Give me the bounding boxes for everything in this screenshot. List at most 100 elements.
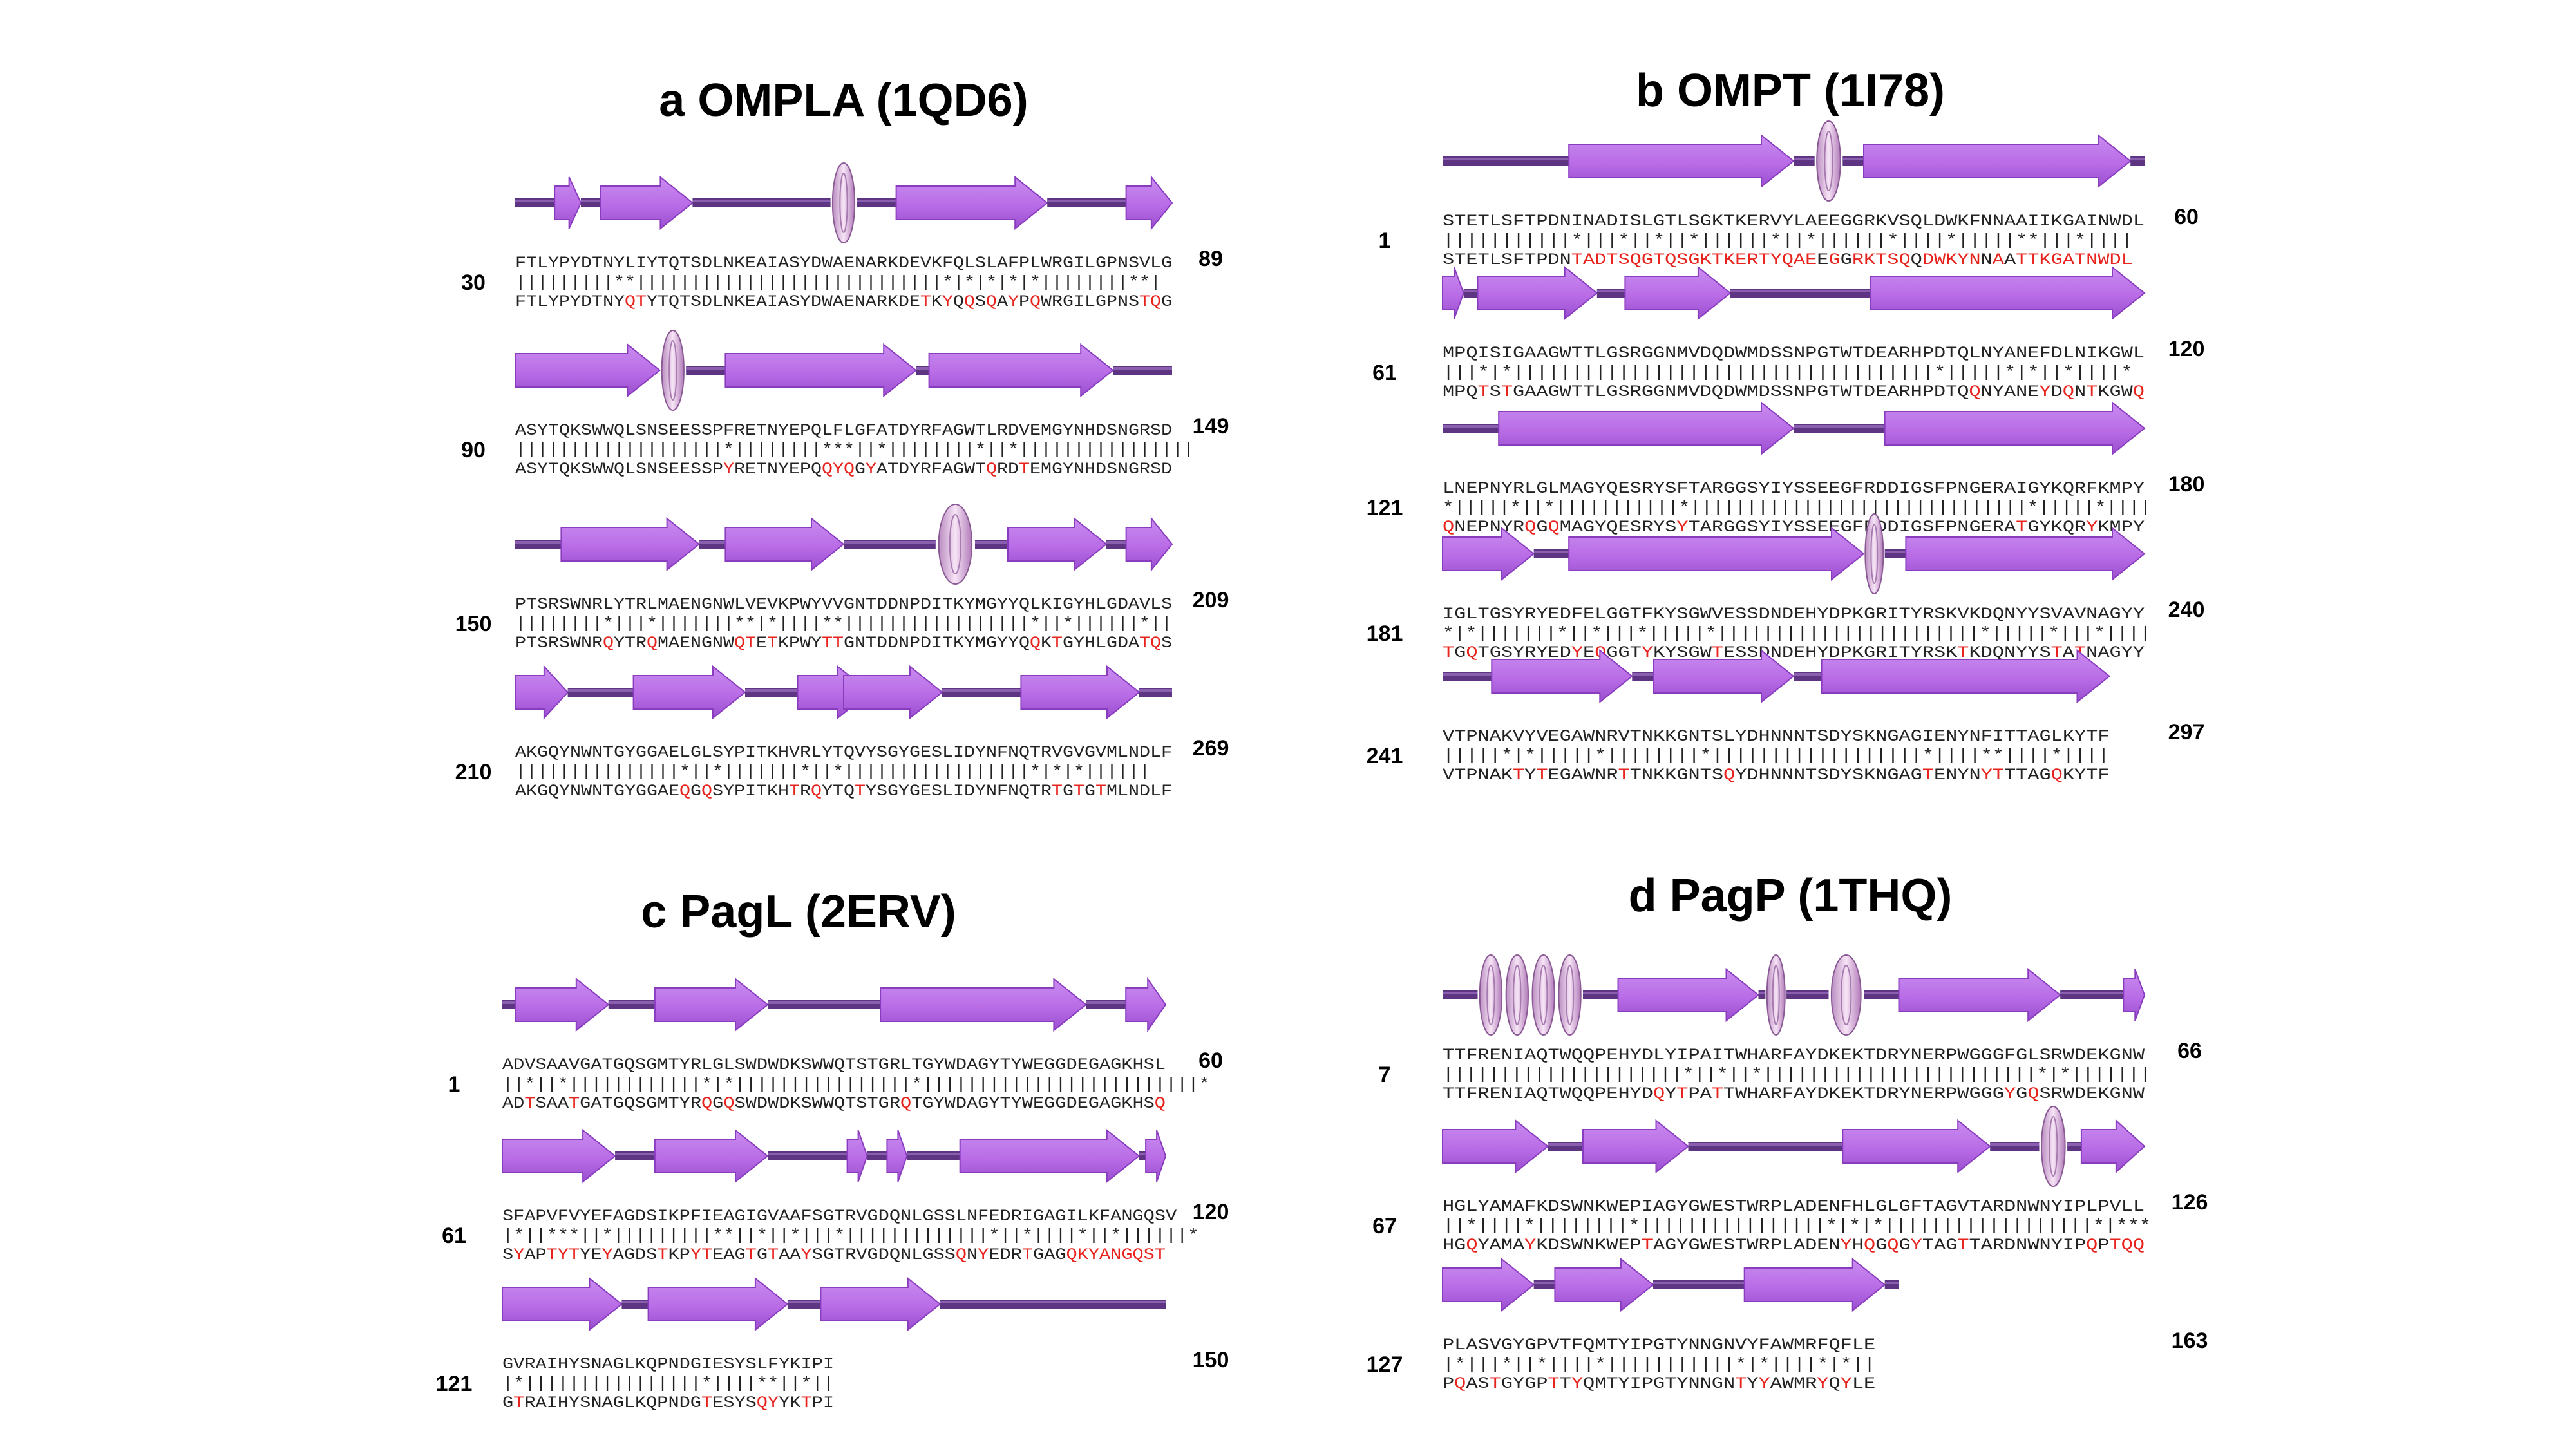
b-block1-strand-arrow-0 (1442, 267, 1464, 319)
c-block2-strand-arrow-4 (820, 1276, 942, 1332)
b-block4-strand-arrow-1 (1491, 649, 1633, 704)
alignment-block: GVRAIHYSNAGLKQPNDGIESYSLFYKIPI|*||||||||… (436, 1276, 1229, 1412)
d-block0-helix-turn-1-3 (1558, 954, 1582, 1036)
d-block1-helix-inner-6-0 (2049, 1116, 2058, 1177)
alignment-match-line: |||||*|*|||||*||||||||*|||||||||||||||||… (1443, 746, 2110, 765)
mutant-sequence: HG Q YAMA Y KDSWNKWEP T AGYGWESTWRPLADEN Y H Q G Q G… (1443, 1236, 2145, 1255)
d-block0-helix-inner-1-2 (1539, 965, 1548, 1025)
c-block2-strand-arrow-0 (502, 1276, 623, 1332)
b-block1-loop-shine-5 (1730, 290, 1871, 292)
residue-end-number: 269 (1193, 736, 1229, 761)
alignment-block: SFAPVFVYEFAGDSIKPFIEAGIGVAAFSGTRVGDQNLGS… (442, 1128, 1229, 1264)
c-block0-strand-arrow-1 (515, 977, 610, 1032)
residue-start-number: 61 (1372, 361, 1397, 385)
d-block1-loop-shine-1 (1548, 1143, 1583, 1146)
a-block3-strand-arrow-0 (515, 665, 569, 720)
c-block0-loop-shine-2 (608, 1001, 655, 1004)
c-block0-loop-shine-4 (768, 1001, 881, 1004)
a-block0-loop-shine-8 (1047, 200, 1126, 202)
b-block0-loop-shine-6 (2130, 158, 2145, 160)
b-block3-helix-turn-4-0 (1864, 513, 1884, 594)
alignment-match-line: |||||||||**||||||||||||||||||||||||||||*… (515, 273, 1161, 292)
panel-title: b OMPT (1I78) (1636, 65, 1945, 117)
mutant-sequence: ASYTQKSWWQLSNSEESSP YRETNYEPQ QYQ GYATDYRFA… (515, 460, 1172, 478)
alignment-match-line: |||||||||||||||||||*||||||||***||*||||||… (515, 440, 1194, 459)
alignment-match-line: |*||***||*|||||||||**||*||*|||*|||||||||… (502, 1226, 1199, 1245)
panel-title: c PagL (2ERV) (641, 886, 956, 938)
d-block1-strand-arrow-2 (1582, 1119, 1690, 1174)
d-block0-loop-shine-8 (1864, 992, 1899, 994)
b-block1-strand-arrow-2 (1477, 265, 1598, 321)
c-block2-loop-shine-1 (621, 1301, 649, 1303)
d-block0-strand-arrow-11 (2123, 969, 2146, 1021)
c-block1-strand-arrow-0 (502, 1128, 616, 1184)
alignment-match-line: |||||||||||||||||||||*||*||*||||||||||||… (1443, 1065, 2151, 1084)
wild-type-sequence: ASYTQKSWWQLSNSEESSPFRETNYEPQLFLGFATDYRFA… (515, 421, 1172, 440)
residue-start-number: 121 (436, 1372, 473, 1396)
a-block2-loop-shine-4 (844, 541, 936, 544)
alignment-block: FTLYPYDTNYLIYTQTSDLNKEAIASYDWAENARKDEVKF… (461, 162, 1223, 311)
wild-type-sequence: STETLSFTPDNINADISLGTLSGKTKERVYLAEEGGRKVS… (1443, 212, 2145, 231)
wild-type-sequence: HGLYAMAFKDSWNKWEPIAGYGWESTWRPLADENFHLGLG… (1443, 1197, 2145, 1216)
b-block1-strand-arrow-4 (1624, 265, 1732, 321)
mutant-sequence: VTPNAK T Y T EGAWNR T TNKKGNTS Q YDHNNNTSDYSKNGA… (1443, 766, 2110, 784)
mutant-sequence: TTFRENIAQTWQQPEHYD Q Y T PA T TWHARFAYDKEKTDRY… (1443, 1084, 2145, 1103)
wild-type-sequence: VTPNAKVYVEGAWNRVTNKKGNTSLYDHNNNTSDYSKNGA… (1443, 727, 2110, 746)
a-block1-loop-shine-5 (916, 367, 929, 370)
a-block0-loop-shine-2 (581, 200, 601, 202)
panel-b: b OMPT (1I78) STETLSFTPDNINADISLGTLSGKTKE… (1367, 65, 2205, 784)
a-block1-loop-shine-7 (1113, 367, 1172, 370)
a-block3-strand-arrow-8 (1020, 665, 1141, 720)
b-block4-loop-shine-0 (1443, 673, 1492, 676)
c-block1-loop-9 (1139, 1151, 1146, 1160)
a-block0-loop-shine-0 (515, 200, 555, 202)
d-block0-helix-inner-5-0 (1772, 965, 1780, 1025)
wild-type-sequence: AKGQYNWNTGYGGAELGLSYPITKHVRLYTQVYSGYGESL… (515, 743, 1172, 762)
d-block0-loop-shine-6 (1786, 992, 1829, 994)
residue-start-number: 1 (1379, 229, 1391, 253)
alignment-block: IGLTGSYRYEDFELGGTFKYSGWVESSDNDEHYDPKGRIT… (1367, 513, 2205, 662)
c-block1-loop-shine-9 (1139, 1153, 1146, 1155)
d-block0-helix-turn-5-0 (1766, 954, 1786, 1036)
panel-title: a OMPLA (1QD6) (659, 75, 1028, 126)
d-block1-loop-shine-7 (2067, 1143, 2081, 1146)
mutant-sequence: MPQ T S T GAAGWTTLGSRGGNMVDQDWMDSSNPGTWTDEAR… (1443, 383, 2145, 401)
c-block1-loop-shine-1 (615, 1153, 655, 1155)
residue-start-number: 90 (461, 438, 486, 462)
alignment-block: PLASVGYGPVTFQMTYIPGTYNNGNVYFAWMRFQFLE|*|… (1367, 1257, 2208, 1393)
b-block3-strand-arrow-6 (1905, 526, 2146, 582)
alignment-match-line: |||*|*||||||||||||||||||||||||||||||||||… (1443, 363, 2133, 382)
c-block1-loop-shine-5 (867, 1153, 887, 1155)
alignment-block: PTSRSWNRLYTRLMAENGNWLVEVKPWYVVGNTDDNPDIT… (455, 504, 1229, 652)
d-block2-loop-shine-5 (1884, 1282, 1899, 1284)
c-block1-loop-shine-7 (907, 1153, 960, 1155)
residue-end-number: 240 (2168, 598, 2205, 622)
residue-end-number: 120 (1193, 1200, 1229, 1224)
d-block1-helix-turn-6-0 (2040, 1106, 2066, 1187)
b-block4-strand-arrow-5 (1821, 649, 2111, 704)
d-block1-strand-arrow-4 (1842, 1119, 1991, 1174)
b-block0-loop-shine-0 (1443, 158, 1569, 160)
a-block0-loop-shine-6 (857, 200, 896, 202)
a-block1-loop-shine-3 (686, 367, 726, 370)
c-block1-strand-arrow-6 (886, 1130, 908, 1182)
c-block1-strand-arrow-10 (1145, 1130, 1167, 1182)
c-block0-strand-arrow-5 (880, 977, 1088, 1032)
a-block0-loop-shine-4 (692, 200, 831, 202)
b-block3-loop-shine-5 (1884, 551, 1906, 553)
residue-end-number: 209 (1193, 588, 1229, 612)
d-block2-strand-arrow-0 (1442, 1257, 1535, 1312)
c-block1-strand-arrow-8 (959, 1128, 1141, 1184)
residue-start-number: 181 (1367, 621, 1403, 646)
d-block0-helix-turn-1-0 (1479, 954, 1503, 1036)
alignment-block: VTPNAKVYVEGAWNRVTNKKGNTSLYDHNNNTSDYSKNGA… (1367, 649, 2204, 784)
d-block0-loop-4 (1758, 990, 1766, 999)
d-block0-helix-inner-1-0 (1486, 965, 1495, 1025)
residue-end-number: 89 (1198, 247, 1223, 271)
a-block0-strand-arrow-1 (554, 176, 582, 229)
c-block2-strand-arrow-2 (647, 1276, 789, 1332)
alignment-block: LNEPNYRLGLMAGYQESRYSFTARGGSYIYSSEEGFRDDI… (1367, 401, 2204, 536)
d-block2-loop-shine-3 (1653, 1282, 1745, 1284)
residue-start-number: 1 (448, 1072, 460, 1097)
a-block0-strand-arrow-3 (600, 175, 694, 231)
